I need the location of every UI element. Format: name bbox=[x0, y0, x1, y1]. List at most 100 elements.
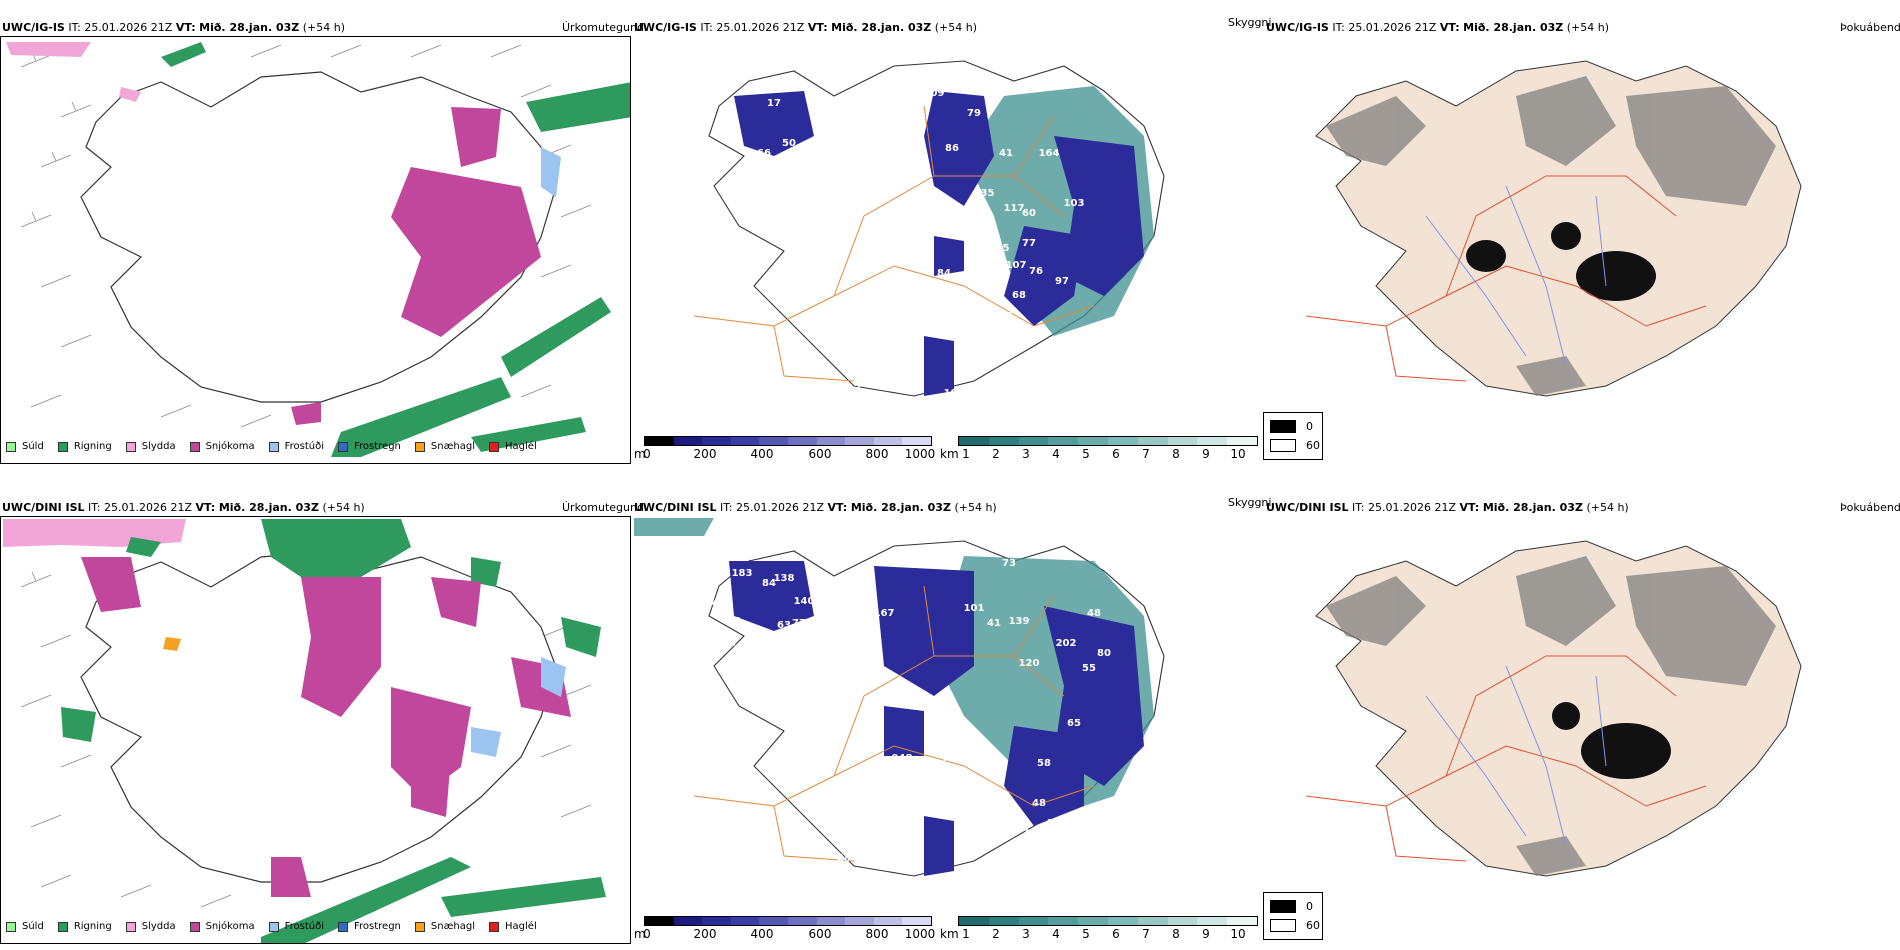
cloud-base-label: 132 bbox=[844, 193, 865, 204]
legend-swatch bbox=[125, 441, 136, 452]
lead-time: (+54 h) bbox=[1586, 501, 1629, 514]
legend-item: Snæhagl bbox=[414, 441, 475, 452]
fog-header-2: UWC/DINI ISL IT: 25.01.2026 21Z VT: Mið.… bbox=[1266, 501, 1629, 515]
legend-label: Haglél bbox=[505, 441, 537, 452]
roads bbox=[693, 585, 1095, 862]
legend-swatch bbox=[338, 441, 348, 452]
rain-areas bbox=[161, 42, 630, 457]
fog-title-1: Þokuábendi bbox=[1840, 21, 1900, 34]
cloud-base-label: 140 bbox=[794, 596, 815, 607]
cloud-base-label: 48 bbox=[1032, 798, 1046, 809]
cloud-base-label: 68 bbox=[1012, 290, 1026, 301]
fog-swatch bbox=[1270, 420, 1296, 433]
cloud-base-label: 164 bbox=[1039, 148, 1060, 159]
cloud-base-label: 86 bbox=[945, 143, 959, 154]
legend-swatch bbox=[57, 441, 68, 452]
snow-pellet-areas bbox=[163, 637, 181, 651]
fog-value: 60 bbox=[1306, 919, 1320, 932]
cloud-base-areas bbox=[729, 561, 1144, 876]
precip-map-svg-2 bbox=[3, 519, 606, 943]
legend-item: Slydda bbox=[125, 921, 176, 932]
precip-map-svg-1 bbox=[6, 42, 630, 457]
fog-title-2: Þokuábendi bbox=[1840, 501, 1900, 514]
init-time: IT: 25.01.2026 21Z bbox=[68, 21, 173, 34]
model-name: UWC/DINI ISL bbox=[634, 501, 717, 514]
cloud-base-label: 86 bbox=[822, 743, 836, 754]
cloud-map-2: 183 84 45 73 88 96 63 138 140 77 91 19 111 178 129 177 2… bbox=[634, 516, 1264, 910]
cloud-base-label: 73 bbox=[942, 753, 956, 764]
tick: 10 bbox=[1230, 927, 1246, 941]
cloud-base-label: 77 bbox=[792, 618, 806, 629]
tick: 5 bbox=[1082, 447, 1090, 461]
legend-swatch bbox=[189, 441, 200, 452]
tick: 3 bbox=[1022, 447, 1030, 461]
fog-shading bbox=[1326, 76, 1776, 396]
cloud-base-label: 139 bbox=[1009, 616, 1030, 627]
legend-swatch bbox=[338, 921, 348, 932]
rain-areas bbox=[61, 519, 606, 943]
valid-time: Mið. 28.jan. 03Z bbox=[831, 21, 932, 34]
tick: 8 bbox=[1172, 447, 1180, 461]
tick: 600 bbox=[808, 927, 832, 941]
legend-item: Haglél bbox=[489, 441, 537, 452]
lead-time: (+54 h) bbox=[1566, 21, 1610, 34]
cloud-base-label: 74 bbox=[1022, 828, 1036, 839]
cloud-base-label: 91 bbox=[832, 596, 846, 607]
precip-map-2 bbox=[0, 516, 631, 944]
height-colorbar-strip bbox=[644, 916, 932, 926]
legend-swatch bbox=[414, 921, 425, 932]
row-1: UWC/IG-IS IT: 25.01.2026 21Z VT: Mið. 28… bbox=[0, 0, 1900, 470]
fog-map-svg-1 bbox=[1305, 60, 1802, 397]
tick: 6 bbox=[1112, 447, 1120, 461]
legend-label: Frostúði bbox=[284, 441, 324, 452]
cloud-base-label: 49 bbox=[832, 113, 846, 124]
fog-value: 0 bbox=[1306, 900, 1313, 913]
cloud-base-label: 275 bbox=[989, 243, 1010, 254]
cloud-base-label: 59 bbox=[822, 863, 836, 874]
valid-label: VT: bbox=[1439, 21, 1460, 34]
tick: 2 bbox=[992, 447, 1000, 461]
precip-title-2: Úrkomutegund bbox=[562, 501, 644, 514]
valid-label: VT: bbox=[195, 501, 216, 514]
legend-item: Frostregn bbox=[338, 441, 401, 452]
cloud-base-label: 88 bbox=[842, 128, 856, 139]
cloud-base-label: 117 bbox=[1004, 203, 1025, 214]
cloud-base-label: 103 bbox=[1064, 198, 1085, 209]
cloud-base-label: 70 bbox=[887, 373, 901, 384]
cloud-base-label: 221 bbox=[859, 643, 880, 654]
tick: 200 bbox=[693, 927, 717, 941]
cloud-base-label: 200 bbox=[709, 68, 730, 79]
legend-label: Súld bbox=[22, 921, 44, 932]
cloud-base-label: 76 bbox=[1029, 266, 1043, 277]
tick: 800 bbox=[865, 927, 889, 941]
cloud-base-label: 9 bbox=[806, 198, 813, 209]
row-2: UWC/DINI ISL IT: 25.01.2026 21Z VT: Mið.… bbox=[0, 480, 1900, 950]
height-colorbar-2: m 0 200 400 600 800 1000 bbox=[634, 916, 935, 942]
legend-item: Frostregn bbox=[338, 921, 401, 932]
legend-item: Rigning bbox=[57, 921, 112, 932]
precip-title-1: Úrkomutegund bbox=[562, 21, 644, 34]
legend-item: Slydda bbox=[125, 441, 176, 452]
fog-value: 60 bbox=[1306, 439, 1320, 452]
cloud-base-label: 75 bbox=[977, 758, 991, 769]
height-colorbar-strip bbox=[644, 436, 932, 446]
visibility-unit: km bbox=[940, 447, 959, 461]
tick: 9 bbox=[1202, 927, 1210, 941]
model-name: UWC/IG-IS bbox=[1266, 21, 1329, 34]
legend-swatch bbox=[6, 921, 16, 932]
legend-item: Snjókoma bbox=[189, 921, 255, 932]
wind-barbs bbox=[20, 571, 592, 908]
cloud-base-label: 948 bbox=[892, 753, 913, 764]
snow-areas bbox=[291, 107, 541, 425]
cloud-base-label: 73 bbox=[727, 616, 741, 627]
freezing-drizzle-areas bbox=[471, 657, 566, 757]
legend-swatch bbox=[57, 921, 68, 932]
rivers bbox=[1425, 665, 1607, 847]
cloud-base-label: 19 bbox=[817, 618, 831, 629]
legend-item: Súld bbox=[6, 921, 44, 932]
tick: 9 bbox=[1202, 447, 1210, 461]
cloud-base-label: 37 bbox=[895, 398, 909, 409]
fog-swatch bbox=[1270, 439, 1296, 452]
